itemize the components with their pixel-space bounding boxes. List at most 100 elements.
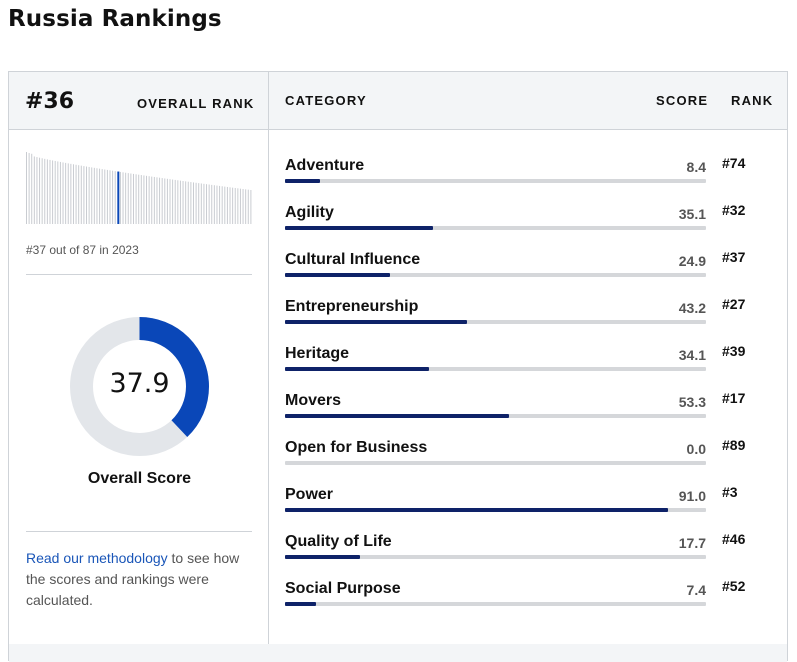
- histogram-bar: [62, 162, 64, 224]
- methodology-link[interactable]: Read our methodology: [26, 550, 168, 566]
- histogram-bar: [33, 156, 35, 224]
- donut-score-arc: [70, 317, 209, 456]
- score-bar-track: [285, 367, 706, 371]
- histogram-bar: [242, 188, 244, 224]
- overall-rank-label: OVERALL RANK: [137, 96, 255, 111]
- histogram-bar: [234, 187, 236, 224]
- histogram-bar: [59, 161, 61, 224]
- histogram-bar: [239, 188, 241, 224]
- histogram-bar: [206, 184, 208, 224]
- category-row: Agility 35.1 #32: [285, 202, 778, 251]
- category-name: Social Purpose: [285, 580, 401, 597]
- histogram-bar: [26, 152, 27, 224]
- histogram-bar: [179, 180, 181, 224]
- category-name: Agility: [285, 204, 334, 221]
- rank-histogram: [26, 152, 252, 224]
- histogram-bar: [46, 159, 48, 224]
- category-row: Heritage 34.1 #39: [285, 343, 778, 392]
- category-row: Cultural Influence 24.9 #37: [285, 249, 778, 298]
- histogram-bar: [192, 182, 194, 224]
- histogram-bar: [106, 169, 108, 224]
- histogram-bar: [93, 167, 95, 224]
- histogram-bar: [135, 174, 137, 224]
- rankings-card: #36 OVERALL RANK CATEGORY SCORE RANK #37…: [8, 71, 788, 662]
- histogram-bar: [237, 188, 239, 224]
- histogram-bar: [86, 166, 88, 224]
- histogram-bar: [80, 165, 82, 224]
- category-row: Movers 53.3 #17: [285, 390, 778, 439]
- histogram-bar: [75, 164, 77, 224]
- category-rank: #37: [722, 249, 746, 265]
- histogram-bar: [203, 183, 205, 224]
- category-rank: #27: [722, 296, 746, 312]
- score-bar-track: [285, 320, 706, 324]
- methodology-note: Read our methodology to see how the scor…: [26, 548, 256, 611]
- histogram-bar: [114, 171, 116, 224]
- histogram-bar: [250, 190, 252, 224]
- histogram-bar: [172, 179, 174, 224]
- score-bar-fill: [285, 508, 669, 512]
- histogram-bar: [198, 183, 200, 224]
- score-bar-fill: [285, 273, 390, 277]
- histogram-bar: [36, 157, 38, 224]
- histogram-bar: [219, 185, 221, 224]
- rank-note: #37 out of 87 in 2023: [26, 243, 139, 257]
- histogram-bar: [224, 186, 226, 224]
- histogram-bar: [125, 172, 127, 224]
- overall-score-value: 37.9: [109, 368, 170, 399]
- histogram-bar: [216, 185, 218, 224]
- histogram-bar: [229, 187, 231, 224]
- histogram-bar: [39, 157, 41, 224]
- histogram-bar: [177, 180, 179, 224]
- category-row: Adventure 8.4 #74: [285, 155, 778, 204]
- category-column-header: CATEGORY: [285, 93, 367, 108]
- histogram-bar: [140, 175, 142, 224]
- score-bar-fill: [285, 179, 321, 183]
- histogram-bar: [101, 169, 103, 224]
- histogram-bar: [96, 168, 98, 224]
- category-row: Entrepreneurship 43.2 #27: [285, 296, 778, 345]
- score-bar-track: [285, 414, 706, 418]
- category-name: Heritage: [285, 345, 350, 362]
- histogram-bar: [70, 163, 72, 224]
- category-score: 34.1: [678, 347, 706, 363]
- category-rank: #17: [722, 390, 746, 406]
- category-rank: #46: [722, 531, 746, 547]
- category-name: Power: [285, 486, 334, 503]
- category-name: Quality of Life: [285, 533, 392, 550]
- score-column-header: SCORE: [656, 93, 709, 108]
- category-rank: #89: [722, 437, 746, 453]
- histogram-bar: [49, 159, 51, 224]
- score-bar-fill: [285, 320, 467, 324]
- score-bar-track: [285, 226, 706, 230]
- histogram-bar: [28, 153, 30, 224]
- category-row: Social Purpose 7.4 #52: [285, 578, 778, 627]
- histogram-bar: [200, 183, 202, 224]
- category-rank: #74: [722, 155, 746, 171]
- histogram-bar: [119, 171, 121, 224]
- histogram-bar: [245, 189, 247, 224]
- rank-column-header: RANK: [731, 93, 774, 108]
- histogram-bar: [44, 158, 46, 224]
- score-bar-track: [285, 602, 706, 606]
- histogram-bar: [122, 172, 124, 224]
- histogram-bar: [211, 184, 213, 224]
- divider: [26, 274, 252, 275]
- histogram-bar: [146, 175, 148, 224]
- histogram-bar: [187, 181, 189, 224]
- histogram-bar: [54, 160, 56, 224]
- category-rank: #39: [722, 343, 746, 359]
- category-name: Adventure: [285, 157, 365, 174]
- overall-score-donut: [70, 317, 209, 456]
- histogram-bar: [161, 178, 163, 224]
- category-score: 8.4: [686, 159, 706, 175]
- category-score: 17.7: [678, 535, 706, 551]
- page-title: Russia Rankings: [8, 6, 222, 32]
- category-score: 53.3: [678, 394, 706, 410]
- category-row: Open for Business 0.0 #89: [285, 437, 778, 486]
- histogram-bar: [109, 170, 111, 224]
- category-rank: #52: [722, 578, 746, 594]
- category-score: 0.0: [686, 441, 706, 457]
- histogram-bar: [166, 178, 168, 224]
- category-row: Quality of Life 17.7 #46: [285, 531, 778, 580]
